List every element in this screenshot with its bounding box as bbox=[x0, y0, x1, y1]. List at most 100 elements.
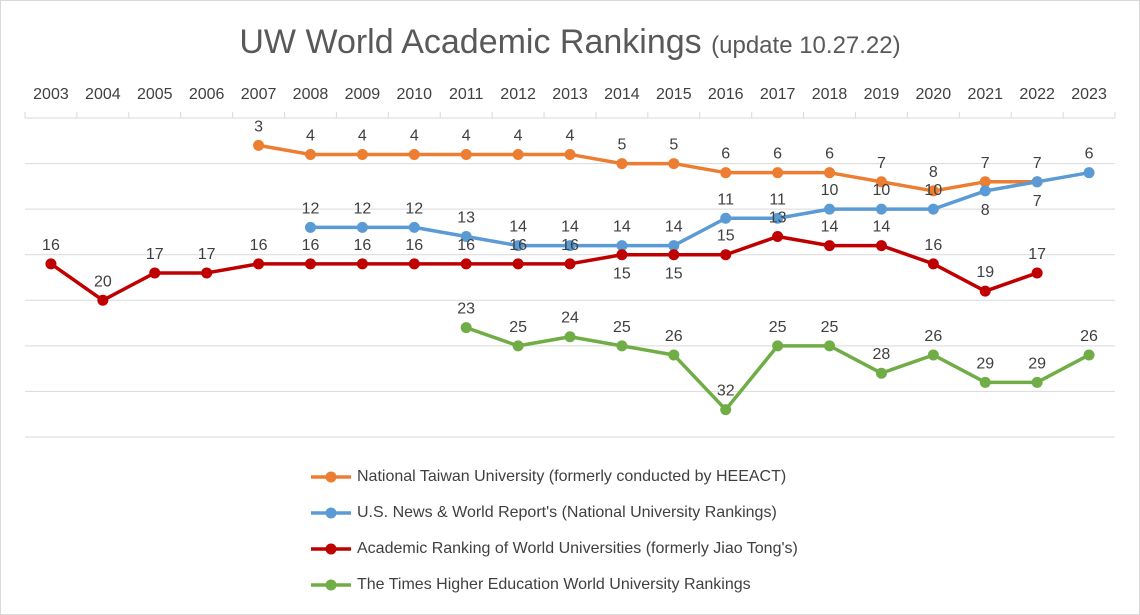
data-label: 16 bbox=[561, 237, 579, 254]
data-label: 10 bbox=[873, 182, 891, 199]
data-point bbox=[979, 376, 991, 388]
data-label: 4 bbox=[514, 127, 523, 144]
data-label: 6 bbox=[721, 146, 730, 163]
data-point bbox=[201, 267, 213, 279]
legend-marker bbox=[311, 471, 351, 483]
data-point bbox=[979, 285, 991, 297]
data-point bbox=[304, 148, 316, 160]
data-label: 4 bbox=[410, 127, 419, 144]
data-point bbox=[616, 340, 628, 352]
data-point bbox=[875, 203, 887, 215]
data-point bbox=[875, 240, 887, 252]
data-point bbox=[772, 212, 784, 224]
data-label: 12 bbox=[405, 200, 423, 217]
x-tick-label: 2007 bbox=[241, 86, 277, 103]
data-label: 10 bbox=[821, 182, 839, 199]
x-tick-label: 2005 bbox=[137, 86, 173, 103]
legend-item: Academic Ranking of World Universities (… bbox=[311, 539, 798, 559]
x-tick-label: 2021 bbox=[967, 86, 1003, 103]
series-line bbox=[310, 170, 1090, 248]
x-tick-label: 2006 bbox=[189, 86, 225, 103]
x-tick-label: 2004 bbox=[85, 86, 121, 103]
data-point bbox=[253, 258, 265, 270]
data-label: 12 bbox=[302, 200, 320, 217]
data-label: 8 bbox=[929, 164, 938, 181]
data-label: 16 bbox=[405, 237, 423, 254]
data-point bbox=[668, 249, 680, 261]
data-label: 5 bbox=[669, 137, 678, 154]
data-label: 14 bbox=[873, 219, 891, 236]
data-point bbox=[512, 148, 524, 160]
data-point bbox=[772, 340, 784, 352]
legend-label: Academic Ranking of World Universities (… bbox=[357, 540, 798, 557]
x-tick-label: 2008 bbox=[293, 86, 329, 103]
x-tick-label: 2003 bbox=[33, 86, 69, 103]
data-label: 7 bbox=[1033, 155, 1042, 172]
data-point bbox=[356, 221, 368, 233]
legend-label: The Times Higher Education World Univers… bbox=[357, 576, 751, 593]
data-label: 7 bbox=[877, 155, 886, 172]
data-label: 29 bbox=[1028, 355, 1046, 372]
data-label: 25 bbox=[509, 319, 527, 336]
series-line bbox=[49, 234, 1038, 303]
data-point bbox=[668, 240, 680, 252]
data-point bbox=[616, 240, 628, 252]
data-point bbox=[875, 176, 887, 188]
data-label: 24 bbox=[561, 310, 579, 327]
data-point bbox=[720, 167, 732, 179]
data-point bbox=[408, 148, 420, 160]
data-label: 11 bbox=[769, 191, 786, 208]
x-tick-label: 2022 bbox=[1019, 86, 1055, 103]
data-label: 16 bbox=[353, 237, 371, 254]
data-point bbox=[356, 258, 368, 270]
data-label: 26 bbox=[1080, 328, 1098, 345]
legend-marker bbox=[311, 579, 351, 591]
data-point bbox=[564, 240, 576, 252]
data-point bbox=[564, 258, 576, 270]
chart-subtitle: (update 10.27.22) bbox=[711, 32, 901, 59]
data-point bbox=[875, 367, 887, 379]
x-tick-label: 2010 bbox=[396, 86, 432, 103]
data-label: 32 bbox=[717, 383, 735, 400]
x-tick-label: 2019 bbox=[864, 86, 900, 103]
data-label: 17 bbox=[146, 246, 164, 263]
data-label: 14 bbox=[665, 219, 683, 236]
data-label: 11 bbox=[717, 191, 734, 208]
data-point bbox=[460, 148, 472, 160]
data-label: 23 bbox=[457, 301, 475, 318]
data-point bbox=[564, 148, 576, 160]
x-tick-label: 2016 bbox=[708, 86, 744, 103]
data-label: 16 bbox=[42, 237, 60, 254]
data-label: 14 bbox=[613, 219, 631, 236]
data-point bbox=[927, 349, 939, 361]
x-tick-label: 2009 bbox=[345, 86, 381, 103]
data-label: 15 bbox=[665, 266, 683, 283]
data-point bbox=[979, 185, 991, 197]
data-point bbox=[253, 139, 265, 151]
data-point bbox=[512, 240, 524, 252]
data-point bbox=[408, 221, 420, 233]
data-label: 4 bbox=[358, 127, 367, 144]
x-tick-label: 2020 bbox=[916, 86, 952, 103]
data-point bbox=[97, 294, 109, 306]
data-point bbox=[1083, 349, 1095, 361]
data-point bbox=[460, 322, 472, 334]
series-line bbox=[465, 325, 1090, 412]
data-point bbox=[616, 158, 628, 170]
data-point bbox=[668, 349, 680, 361]
legend-item: The Times Higher Education World Univers… bbox=[311, 575, 751, 595]
data-label: 26 bbox=[665, 328, 683, 345]
data-point bbox=[979, 176, 991, 188]
data-label: 7 bbox=[1033, 193, 1042, 210]
data-point bbox=[460, 230, 472, 242]
data-label: 8 bbox=[981, 202, 990, 219]
data-label: 17 bbox=[198, 246, 216, 263]
data-label: 15 bbox=[613, 266, 631, 283]
data-point bbox=[408, 258, 420, 270]
series-line bbox=[258, 143, 1038, 193]
data-label: 25 bbox=[613, 319, 631, 336]
x-tick-label: 2014 bbox=[604, 86, 640, 103]
data-point bbox=[616, 249, 628, 261]
data-label: 10 bbox=[924, 182, 942, 199]
